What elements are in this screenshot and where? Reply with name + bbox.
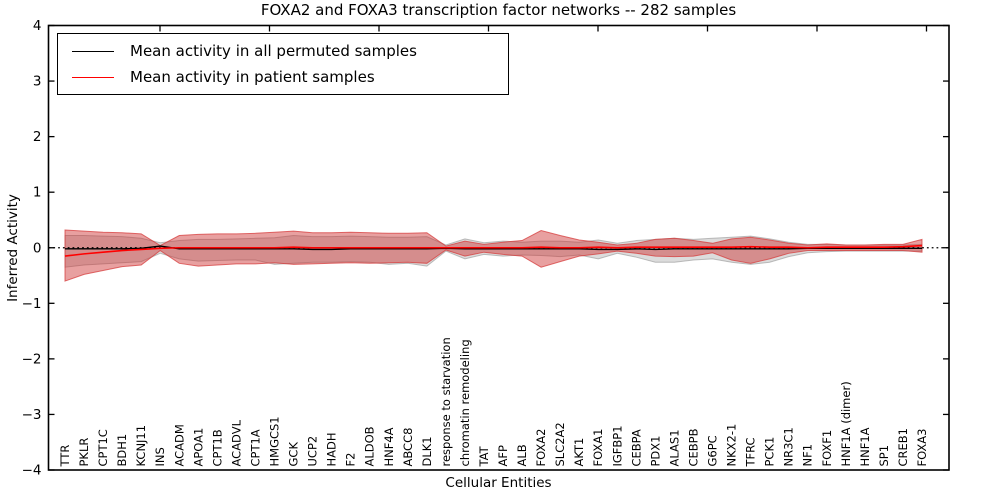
y-tick-label: 1 [33, 185, 42, 201]
x-category-label: TAT [477, 445, 491, 467]
x-category-label: APOA1 [191, 428, 205, 467]
legend: Mean activity in all permuted samples Me… [57, 33, 509, 95]
patient-mean-line [64, 244, 923, 257]
x-category-label: HMGCS1 [267, 416, 281, 466]
x-category-label: INS [153, 447, 167, 466]
patient-line-swatch [72, 76, 114, 78]
x-category-label: ACADVL [229, 419, 243, 466]
x-category-label: CPT1B [210, 429, 224, 466]
x-category-label: chromatin remodeling [458, 339, 472, 466]
legend-label-permuted: Mean activity in all permuted samples [130, 42, 417, 60]
legend-item-permuted: Mean activity in all permuted samples [72, 42, 508, 60]
x-category-label: IGFBP1 [610, 425, 624, 466]
x-category-label: HNF1A [858, 427, 872, 466]
x-category-label: PKLR [77, 438, 91, 467]
y-tick-label: −3 [22, 407, 42, 423]
y-tick-label: −1 [22, 296, 42, 312]
x-category-label: BDH1 [115, 434, 129, 467]
x-category-label: SP1 [877, 445, 891, 467]
x-category-label: CREB1 [896, 428, 910, 467]
x-category-label: GCK [287, 442, 301, 467]
x-category-label: FOXA1 [591, 429, 605, 467]
x-category-label: F2 [344, 453, 358, 467]
x-category-label: TFRC [744, 437, 758, 467]
x-category-label: HADH [325, 432, 339, 466]
x-category-label: CEBPB [686, 428, 700, 466]
permuted-line-swatch [72, 50, 114, 52]
x-category-label: FOXA3 [915, 429, 929, 467]
x-category-label: NKX2-1 [725, 424, 739, 467]
x-category-label: ALB [515, 444, 529, 466]
x-category-label: CPT1A [248, 429, 262, 466]
x-category-label: TTR [58, 445, 72, 468]
y-axis-label: Inferred Activity [5, 194, 21, 302]
x-category-label: FOXA2 [534, 429, 548, 467]
x-category-label: FOXF1 [820, 430, 834, 467]
x-category-label: ALDOB [363, 426, 377, 466]
patient-std-band [64, 229, 923, 282]
x-category-label: DLK1 [420, 436, 434, 466]
x-axis-label: Cellular Entities [445, 475, 552, 491]
legend-item-patient: Mean activity in patient samples [72, 68, 508, 86]
x-category-label: HNF4A [382, 427, 396, 466]
x-category-label: PCK1 [763, 437, 777, 467]
x-category-label: AFP [496, 445, 510, 466]
x-category-label: UCP2 [306, 436, 320, 467]
x-category-label: G6PC [706, 435, 720, 466]
x-category-label: KCNJ11 [134, 425, 148, 467]
chart-title: FOXA2 and FOXA3 transcription factor net… [260, 1, 737, 19]
y-tick-label: 0 [33, 240, 42, 256]
x-category-label: ALAS1 [667, 429, 681, 466]
x-category-label: CEBPA [629, 429, 643, 466]
x-category-label: HNF1A (dimer) [839, 381, 853, 466]
x-category-label: NR3C1 [782, 427, 796, 466]
x-category-label: NF1 [801, 444, 815, 467]
y-tick-label: −4 [22, 463, 42, 479]
legend-label-patient: Mean activity in patient samples [130, 68, 375, 86]
y-tick-label: 4 [33, 18, 42, 34]
permuted-mean-line [65, 245, 922, 251]
x-category-label: CPT1C [96, 429, 110, 466]
x-category-label: AKT1 [572, 438, 586, 467]
x-category-label: PDX1 [648, 436, 662, 467]
y-tick-label: 3 [33, 74, 42, 90]
y-tick-label: −2 [22, 351, 42, 367]
x-category-label: response to starvation [439, 337, 453, 466]
x-category-label: SLC2A2 [553, 422, 567, 466]
x-category-label: ABCC8 [401, 428, 415, 467]
x-category-label: ACADM [172, 424, 186, 466]
y-tick-label: 2 [33, 129, 42, 145]
